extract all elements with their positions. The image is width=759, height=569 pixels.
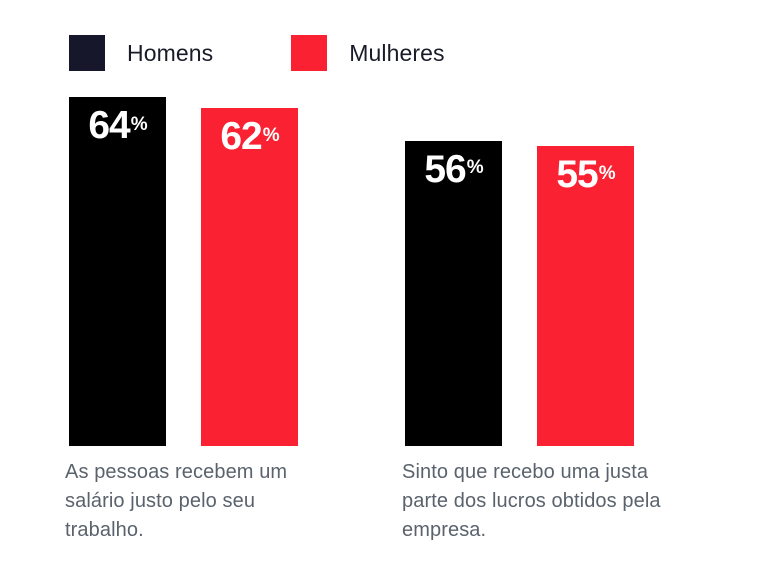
legend-swatch-homens [69,35,105,71]
legend-item-homens: Homens [69,35,213,71]
bar-value-homens-2: 56% [405,150,502,189]
bar-mulheres-2: 55% [537,146,634,446]
bar-mulheres-1: 62% [201,107,298,446]
legend-item-mulheres: Mulheres [291,35,445,71]
legend-label-mulheres: Mulheres [349,39,445,66]
percent-sign: % [130,113,148,135]
category-label-1: As pessoas recebem um salário justo pelo… [65,461,288,541]
percent-sign: % [262,124,280,146]
bar-group-2: 56% 55% [405,0,705,569]
bar-value-number: 64 [88,104,130,147]
percent-sign: % [466,157,484,179]
bar-value-number: 62 [220,114,262,158]
bar-homens-1: 64% [69,97,166,446]
bar-value-mulheres-2: 55% [537,155,634,194]
bar-value-mulheres-1: 62% [201,117,298,156]
bar-group-1: 64% 62% [69,0,369,569]
bar-value-number: 56 [424,147,466,191]
bar-value-homens-1: 64% [69,106,166,145]
legend-swatch-mulheres [291,35,328,71]
legend-label-homens: Homens [127,39,214,66]
bar-homens-2: 56% [405,140,502,446]
category-label-2: Sinto que recebo uma justa parte dos luc… [402,461,661,541]
chart-legend: Homens Mulheres [69,33,445,73]
bar-value-number: 55 [556,153,598,197]
percent-sign: % [598,162,616,184]
